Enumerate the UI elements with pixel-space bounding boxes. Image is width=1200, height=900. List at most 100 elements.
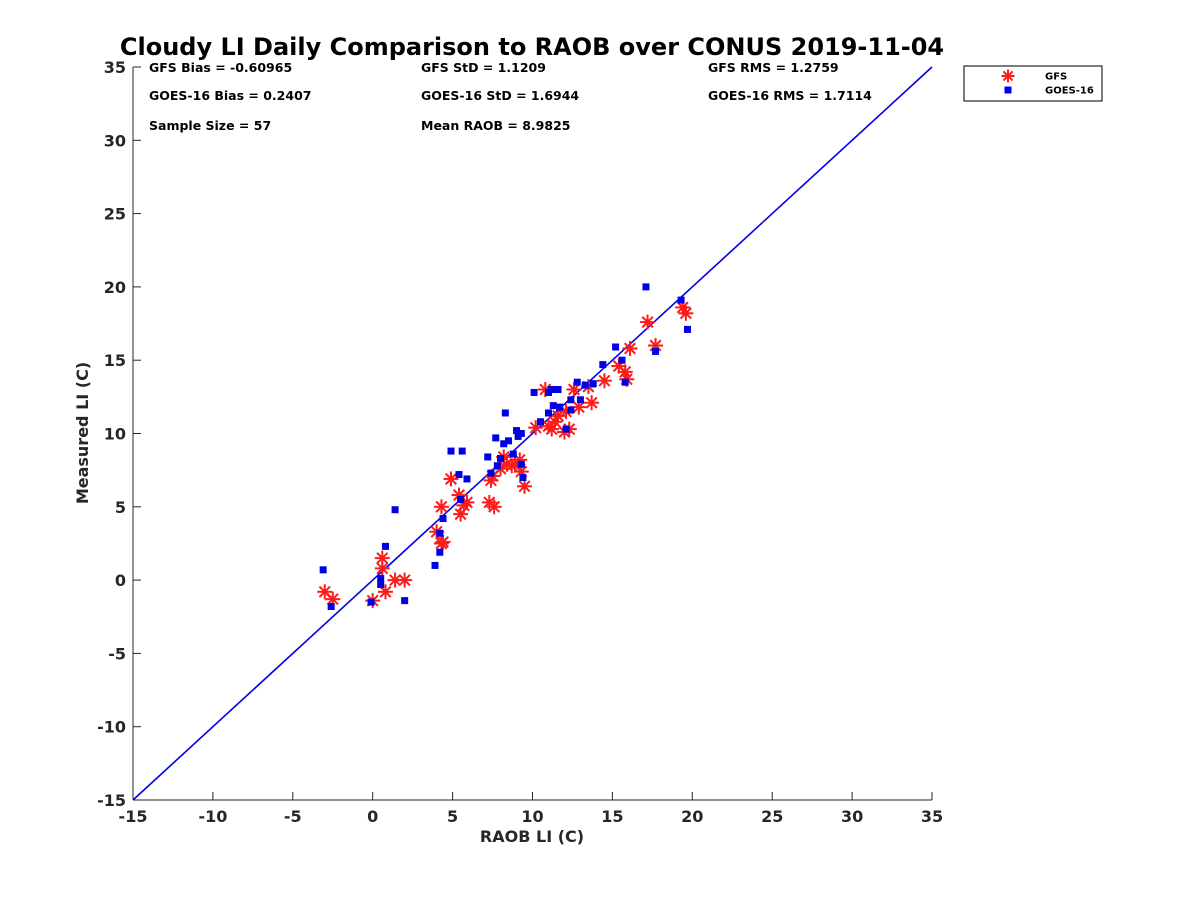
stat-text: GFS Bias = -0.60965 [149,60,292,75]
goes16-point [581,381,589,389]
gfs-point [622,340,638,356]
goes16-point [492,434,500,442]
gfs-point [528,420,544,436]
goes16-point [652,347,660,355]
stat-text: GFS RMS = 1.2759 [708,60,839,75]
x-tick-label: 15 [601,807,623,826]
goes16-point [519,473,527,481]
stat-text: GOES-16 StD = 1.6944 [421,88,579,103]
x-tick-label: 25 [761,807,783,826]
goes16-point [513,427,521,435]
goes16-point [484,453,492,461]
goes16-point [500,440,508,448]
goes16-point [367,598,375,606]
plot-area: -15 -10 -5 0 5 10 15 20 25 30 35 -15 -10 -5 0 5 10 15 20 25… [97,58,943,826]
x-tick-label: 30 [841,807,863,826]
stat-text: Mean RAOB = 8.9825 [421,118,570,133]
y-tick-label: 35 [104,58,126,77]
goes16-point [493,462,501,470]
goes16-point [599,361,607,369]
series-goes-16 [319,283,692,610]
legend-box [963,65,1103,102]
x-tick-label: -5 [284,807,302,826]
x-tick-label: 10 [521,807,543,826]
stat-text: GOES-16 RMS = 1.7114 [708,88,872,103]
y-tick-label: -15 [97,791,126,810]
goes16-point [544,409,552,417]
y-tick-label: -10 [97,718,126,737]
goes16-point [567,406,575,414]
x-tick-label: 0 [367,807,378,826]
goes16-point [501,409,509,417]
x-tick-label: 35 [921,807,943,826]
goes16-point [618,356,626,364]
y-axis-label: Measured LI (C) [73,362,92,504]
x-tick-label: -15 [119,807,148,826]
gfs-point [517,478,533,494]
legend-gfs-marker [1001,69,1015,83]
goes16-point [327,602,335,610]
goes16-point [573,378,581,386]
gfs-point [374,550,390,566]
one-to-one-line [132,66,933,801]
y-tick-label: -5 [108,644,126,663]
goes16-point [436,529,444,537]
goes16-point [447,447,455,455]
series-gfs [317,299,694,609]
goes16-point [621,378,629,386]
goes16-point [536,418,544,426]
stats-block: GFS Bias = -0.60965 GFS StD = 1.1209 GFS R… [149,60,872,133]
y-tick-label: 0 [115,571,126,590]
x-tick-label: -10 [198,807,227,826]
gfs-point [640,314,656,330]
goes16-point [439,515,447,523]
goes16-point [497,454,505,462]
goes16-point [562,425,570,433]
goes16-point [319,566,327,574]
goes16-point [517,460,525,468]
legend-label: GFS [1045,72,1067,83]
goes16-point [458,447,466,455]
goes16-point [642,283,650,291]
goes16-point [457,495,465,503]
gfs-point [435,534,451,550]
goes16-point [677,296,685,304]
stat-text: GOES-16 Bias = 0.2407 [149,88,311,103]
y-tick-label: 30 [104,131,126,150]
goes16-point [401,597,409,605]
goes16-point [381,542,389,550]
gfs-point [486,499,502,515]
goes16-point [505,437,513,445]
goes16-point [530,388,538,396]
goes16-point [556,403,564,411]
stat-text: Sample Size = 57 [149,118,271,133]
gfs-point [433,499,449,515]
goes16-point [377,575,385,583]
goes16-point [684,325,692,333]
x-tick-label: 5 [447,807,458,826]
gfs-point [377,584,393,600]
y-tick-label: 10 [104,425,126,444]
legend-label: GOES-16 [1045,86,1094,97]
legend: GFS GOES-16 [963,65,1103,102]
gfs-point [596,373,612,389]
gfs-point [397,572,413,588]
stat-text: GFS StD = 1.1209 [421,60,546,75]
goes16-point [431,561,439,569]
gfs-point [678,305,694,321]
y-tick-label: 20 [104,278,126,297]
goes16-point [509,450,517,458]
goes16-point [377,580,385,588]
x-axis-label: RAOB LI (C) [480,827,584,846]
goes16-point [589,380,597,388]
gfs-point [325,591,341,607]
gfs-point [648,338,664,354]
goes16-point [612,343,620,351]
legend-goes16-marker [1004,86,1012,94]
goes16-point [548,386,556,394]
y-tick-label: 15 [104,351,126,370]
y-tick-label: 5 [115,498,126,517]
goes16-point [567,396,575,404]
chart-title: Cloudy LI Daily Comparison to RAOB over … [120,33,944,61]
